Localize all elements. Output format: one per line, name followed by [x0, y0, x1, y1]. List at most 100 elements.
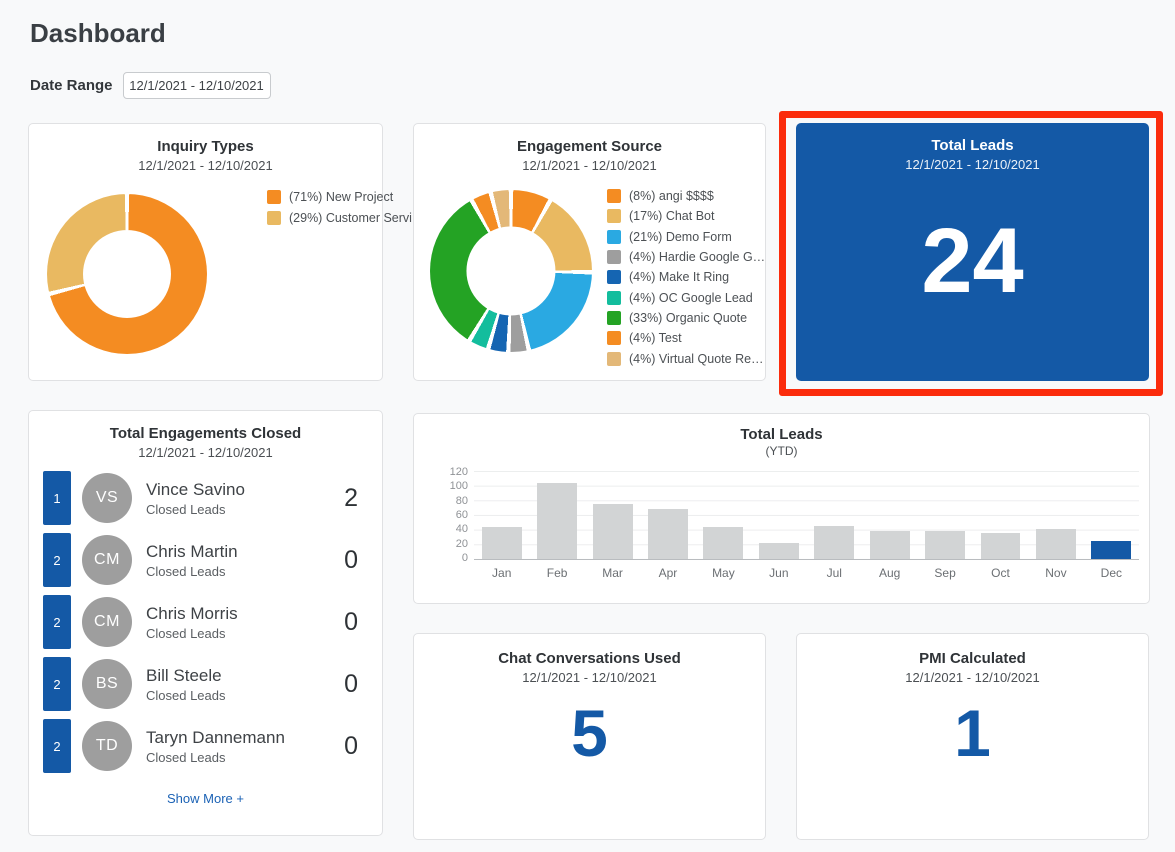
total-leads-ytd-card: Total Leads (YTD) 120 100 80 60 40 20 0 Jan Feb…: [413, 413, 1150, 604]
date-range-row: Date Range: [30, 72, 271, 99]
legend-item: (4%) Make It Ring: [607, 267, 765, 287]
person-row: 2 CM Chris Martin Closed Leads 0: [29, 529, 382, 591]
person-rows: 1 VS Vince Savino Closed Leads 2 2 CM Ch…: [29, 467, 382, 777]
person-value: 0: [344, 731, 358, 760]
legend-swatch-icon: [607, 310, 621, 325]
legend-item: (8%) angi $$$$: [607, 186, 765, 206]
inquiry-types-card: Inquiry Types 12/1/2021 - 12/10/2021 (71…: [28, 123, 424, 381]
legend-item: (4%) Test: [607, 328, 765, 348]
bar-oct: [980, 533, 1021, 559]
bar-column: [1084, 471, 1139, 559]
avatar: BS: [82, 659, 132, 709]
total-leads-card[interactable]: Total Leads 12/1/2021 - 12/10/2021 24: [796, 123, 1149, 381]
date-range-input[interactable]: [122, 72, 271, 99]
pmi-calculated-value: 1: [954, 696, 991, 770]
legend-item: (71%) New Project: [267, 186, 424, 208]
person-sublabel: Closed Leads: [146, 625, 226, 641]
legend-item: (4%) Virtual Quote Re…: [607, 348, 765, 368]
person-info: Chris Martin Closed Leads: [146, 542, 344, 579]
ytd-plot: [474, 471, 1139, 560]
person-sublabel: Closed Leads: [146, 749, 226, 765]
donut-hole: [83, 230, 171, 318]
y-tick-label: 0: [461, 551, 468, 564]
legend-item: (33%) Organic Quote: [607, 308, 765, 328]
y-tick-label: 20: [455, 537, 468, 550]
x-tick-label: Dec: [1100, 566, 1123, 580]
legend-label: (4%) OC Google Lead: [629, 290, 753, 305]
person-sublabel: Closed Leads: [146, 687, 226, 703]
engagement-donut-chart: [430, 190, 592, 352]
person-info: Vince Savino Closed Leads: [146, 480, 344, 517]
engagement-legend: (8%) angi $$$$ (17%) Chat Bot (21%) Demo F…: [607, 186, 765, 369]
person-sublabel: Closed Leads: [146, 501, 226, 517]
show-more-link[interactable]: Show More +: [167, 791, 244, 806]
legend-swatch-icon: [607, 250, 621, 265]
legend-swatch-icon: [607, 189, 621, 204]
legend-label: (4%) Make It Ring: [629, 270, 730, 285]
legend-item: (4%) OC Google Lead: [607, 287, 765, 307]
y-tick-label: 80: [455, 494, 468, 507]
person-row: 2 BS Bill Steele Closed Leads 0: [29, 653, 382, 715]
legend-swatch-icon: [607, 351, 621, 366]
bar-may: [703, 526, 744, 559]
card-title: Total Leads: [931, 137, 1014, 154]
legend-swatch-icon: [607, 209, 621, 224]
bar-column: [917, 471, 972, 559]
bar-dec: [1091, 541, 1132, 559]
person-name: Bill Steele: [146, 665, 222, 685]
person-info: Taryn Dannemann Closed Leads: [146, 728, 344, 765]
bar-column: [1028, 471, 1083, 559]
x-tick-label: Jun: [769, 566, 789, 580]
pmi-calculated-card: PMI Calculated 12/1/2021 - 12/10/2021 1: [796, 633, 1149, 840]
legend-label: (4%) Test: [629, 331, 682, 346]
ytd-yaxis: 120 100 80 60 40 20 0: [434, 466, 468, 564]
bar-jun: [758, 542, 799, 559]
chat-conversations-value: 5: [571, 696, 608, 770]
legend-swatch-icon: [607, 331, 621, 346]
card-title: Chat Conversations Used: [498, 650, 681, 667]
date-range-label: Date Range: [30, 77, 113, 94]
bar-nov: [1035, 528, 1076, 559]
card-title: Total Engagements Closed: [109, 425, 302, 442]
x-tick-label: Mar: [602, 566, 623, 580]
bar-mar: [592, 504, 633, 559]
x-tick-label: May: [712, 566, 735, 580]
legend-item: (21%) Demo Form: [607, 227, 765, 247]
page-title: Dashboard: [30, 18, 166, 48]
person-value: 0: [344, 669, 358, 698]
bar-column: [973, 471, 1028, 559]
avatar: CM: [82, 597, 132, 647]
card-subtitle: 12/1/2021 - 12/10/2021: [522, 158, 657, 173]
y-tick-label: 40: [455, 523, 468, 536]
x-tick-label: Aug: [878, 566, 901, 580]
legend-item: (4%) Hardie Google G…: [607, 247, 765, 267]
legend-swatch-icon: [267, 189, 281, 204]
legend-label: (71%) New Project: [289, 189, 394, 204]
rank-badge: 1: [43, 471, 71, 525]
card-subtitle: 12/1/2021 - 12/10/2021: [138, 445, 273, 460]
card-title: PMI Calculated: [919, 650, 1026, 667]
x-tick-label: Feb: [546, 566, 568, 580]
legend-swatch-icon: [607, 229, 621, 244]
x-tick-label: Sep: [934, 566, 956, 580]
bar-column: [751, 471, 806, 559]
avatar: VS: [82, 473, 132, 523]
bar-apr: [648, 509, 688, 559]
x-tick-label: Apr: [658, 566, 678, 580]
bar-column: [474, 471, 529, 559]
person-name: Chris Morris: [146, 603, 238, 623]
x-tick-label: Nov: [1045, 566, 1067, 580]
ytd-months: Jan Feb Mar Apr May Jun Jul Aug Sep Oct Nov Dec: [474, 566, 1139, 580]
card-subtitle: 12/1/2021 - 12/10/2021: [905, 157, 1040, 172]
chat-conversations-card: Chat Conversations Used 12/1/2021 - 12/1…: [413, 633, 766, 840]
y-tick-label: 60: [455, 508, 468, 521]
person-row: 2 CM Chris Morris Closed Leads 0: [29, 591, 382, 653]
legend-label: (17%) Chat Bot: [629, 209, 715, 224]
person-value: 0: [344, 607, 358, 636]
person-name: Chris Martin: [146, 541, 238, 561]
card-title: Engagement Source: [516, 138, 663, 155]
person-value: 0: [344, 545, 358, 574]
bar-column: [585, 471, 640, 559]
donut-hole: [466, 226, 556, 316]
x-tick-label: Oct: [991, 566, 1010, 580]
